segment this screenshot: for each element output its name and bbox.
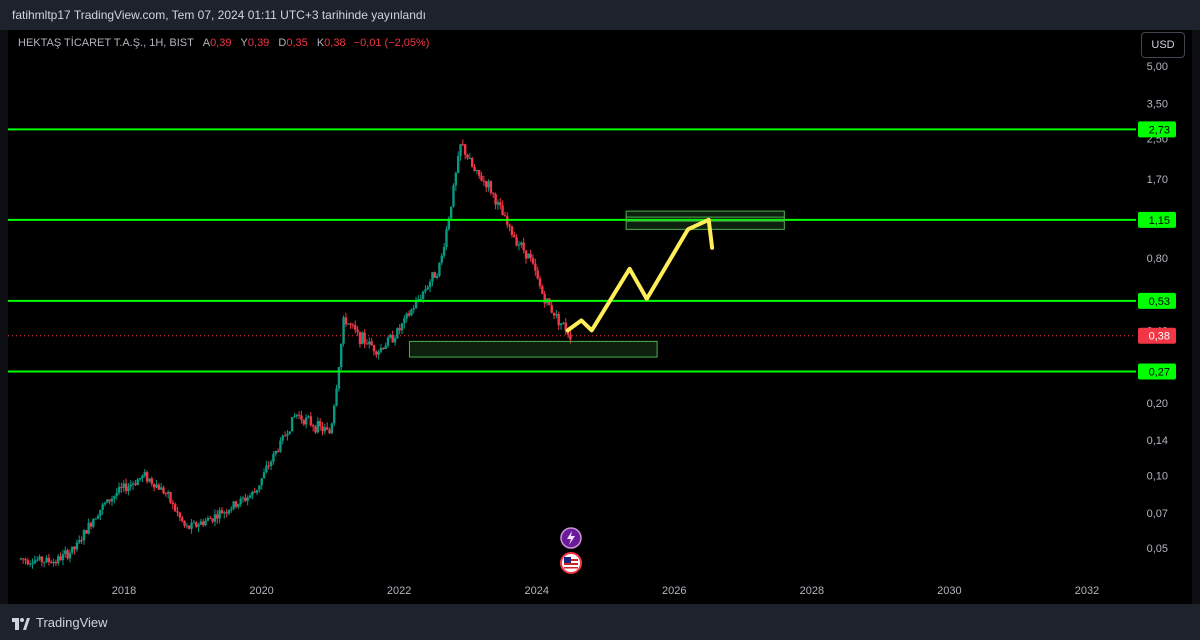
footer-bar: TradingView — [0, 604, 1200, 640]
open-value: 0,39 — [210, 37, 232, 49]
open-label: A — [202, 37, 211, 49]
low-label: D — [278, 37, 287, 49]
symbol-legend: HEKTAŞ TİCARET T.A.Ş., 1H, BIST A0,39 Y0… — [18, 37, 429, 49]
change-value: −0,01 (−2,05%) — [353, 37, 430, 49]
high-label: Y — [240, 37, 248, 49]
brand-name: TradingView — [36, 615, 108, 630]
high-value: 0,39 — [247, 37, 270, 49]
currency-button[interactable]: USD — [1141, 32, 1185, 58]
us-flag-icon[interactable] — [560, 552, 582, 574]
lightning-icon[interactable] — [560, 527, 582, 549]
low-value: 0,35 — [286, 37, 308, 49]
close-label: K — [316, 37, 325, 49]
publish-bar: fatihmltp17 TradingView.com, Tem 07, 202… — [0, 0, 1200, 30]
tradingview-logo-icon — [12, 617, 30, 630]
chart-area[interactable] — [8, 30, 1192, 604]
symbol-name: HEKTAŞ TİCARET T.A.Ş., 1H, BIST — [18, 37, 194, 49]
tradingview-brand[interactable]: TradingView — [12, 615, 108, 630]
close-value: 0,38 — [324, 37, 346, 49]
publish-info: fatihmltp17 TradingView.com, Tem 07, 202… — [12, 8, 426, 22]
